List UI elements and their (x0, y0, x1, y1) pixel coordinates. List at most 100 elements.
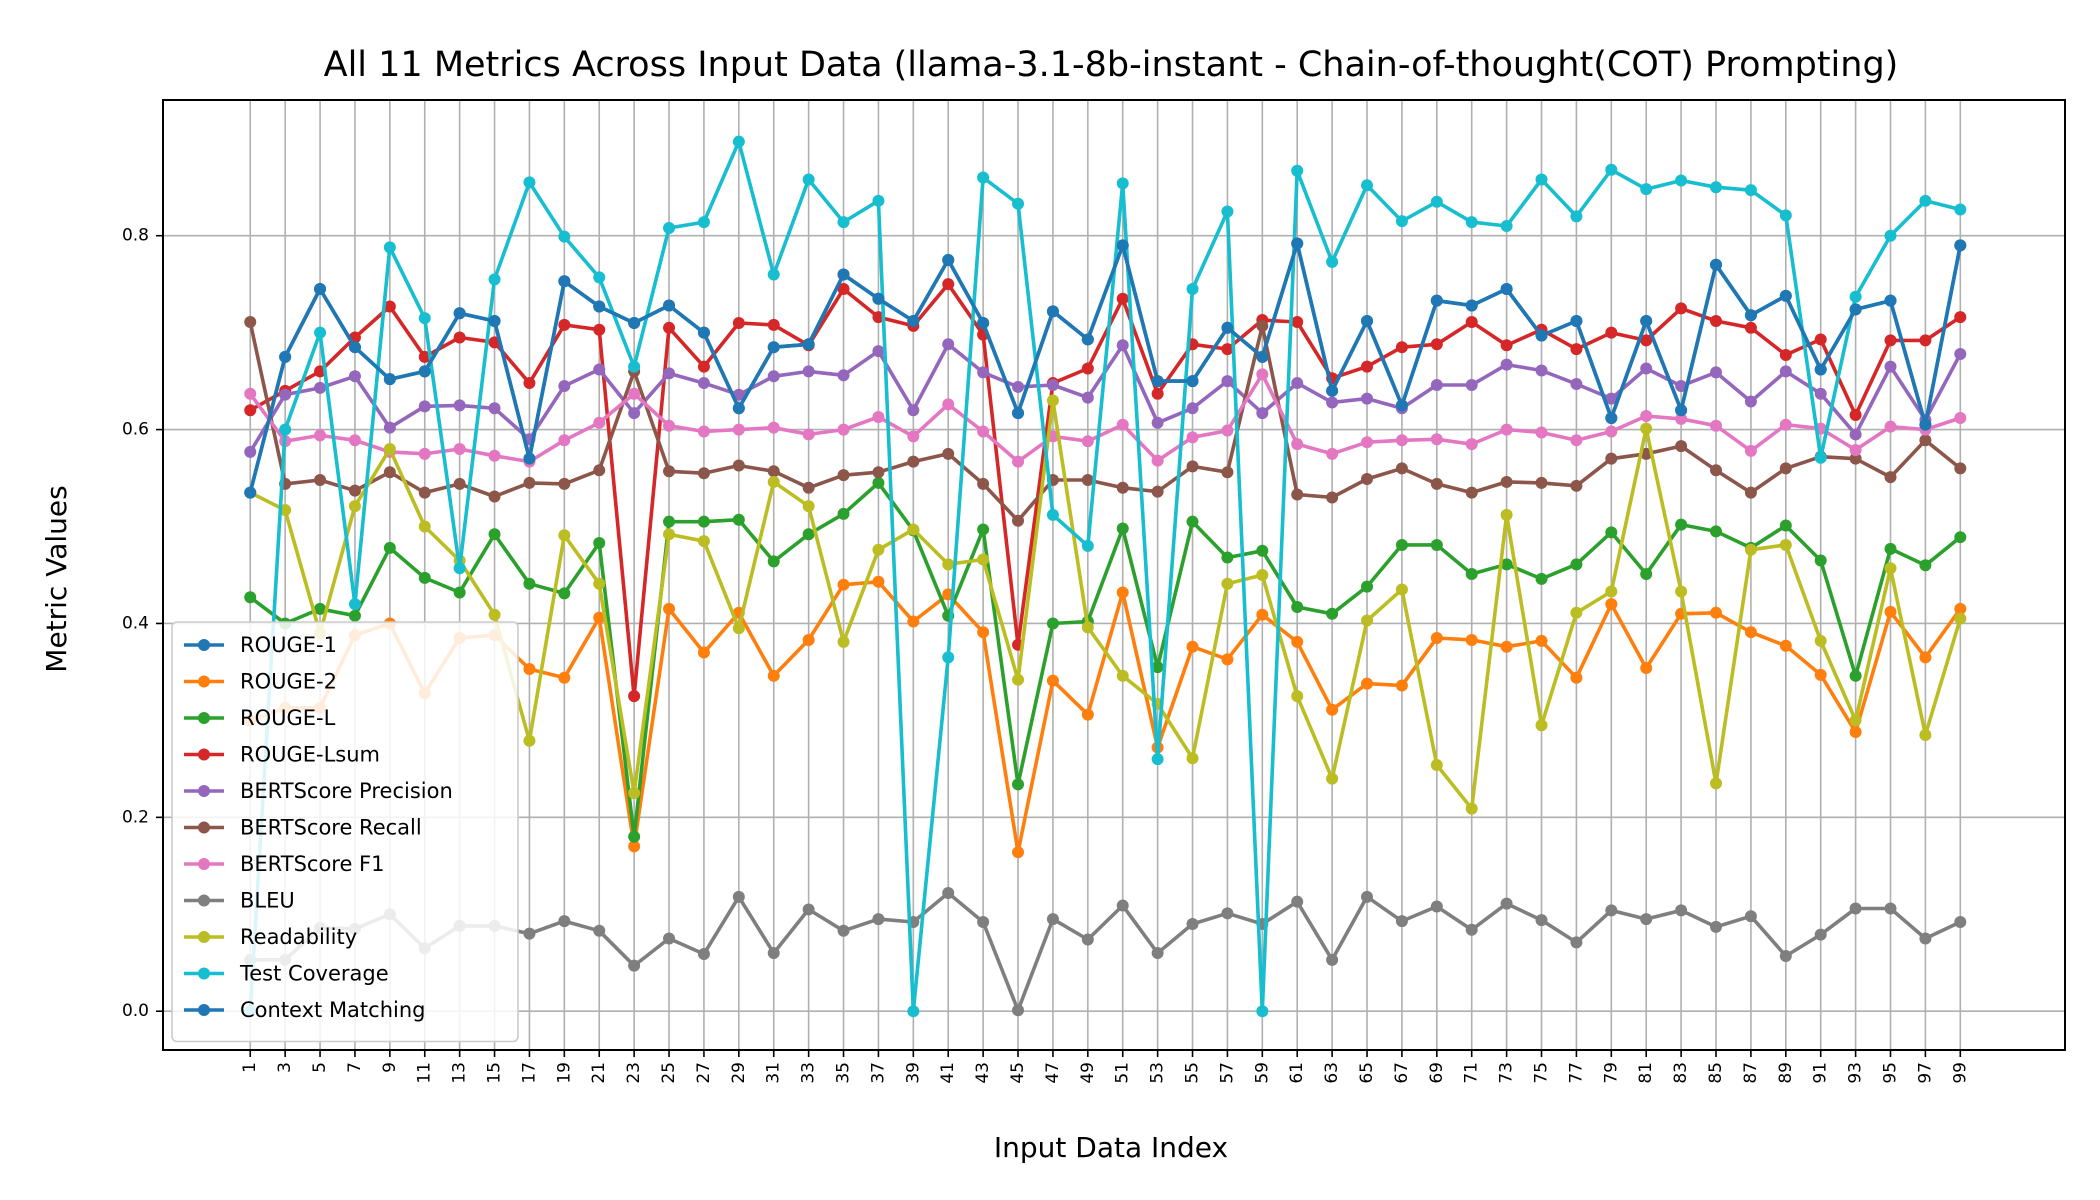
data-point (872, 410, 885, 423)
data-point (1744, 910, 1757, 923)
data-point (732, 513, 745, 526)
data-point (1326, 953, 1339, 966)
x-tick-label: 51 (1113, 1062, 1133, 1084)
data-point (244, 486, 257, 499)
x-tick-label: 99 (1950, 1062, 1970, 1084)
data-point (1186, 460, 1199, 473)
x-tick-label: 33 (799, 1062, 819, 1084)
data-point (1779, 949, 1792, 962)
data-point (1151, 416, 1164, 429)
data-point (1535, 476, 1548, 489)
data-point (1326, 491, 1339, 504)
data-point (1291, 600, 1304, 613)
data-point (767, 370, 780, 383)
data-point (279, 423, 292, 436)
data-point (244, 445, 257, 458)
data-point (1954, 203, 1967, 216)
data-point (732, 622, 745, 635)
data-point (802, 338, 815, 351)
data-point (1710, 258, 1723, 271)
x-tick-label: 11 (415, 1062, 435, 1084)
data-point (1849, 290, 1862, 303)
data-point (767, 341, 780, 354)
data-point (732, 459, 745, 472)
legend-item: BLEU (184, 889, 295, 913)
data-point (1430, 433, 1443, 446)
data-point (1256, 569, 1269, 581)
data-point (1954, 311, 1967, 324)
data-point (348, 500, 361, 513)
data-point (1430, 195, 1443, 208)
x-tick-label: 19 (554, 1062, 574, 1084)
data-point (1500, 220, 1513, 233)
x-tick-label: 83 (1671, 1062, 1691, 1084)
data-point (1640, 315, 1653, 328)
y-tick-label: 0.2 (122, 807, 149, 827)
data-point (1151, 753, 1164, 766)
data-point (488, 402, 501, 415)
data-point (1710, 606, 1723, 619)
data-point (1291, 635, 1304, 648)
x-tick-label: 45 (1008, 1062, 1028, 1084)
data-point (1256, 407, 1269, 420)
data-point (1116, 177, 1129, 190)
data-point (663, 299, 676, 312)
legend-label: BLEU (240, 889, 295, 913)
data-point (1779, 289, 1792, 302)
data-point (942, 338, 955, 351)
data-point (1884, 229, 1897, 242)
data-point (523, 734, 536, 747)
data-point (1465, 438, 1478, 451)
data-point (244, 315, 257, 328)
data-point (279, 350, 292, 363)
data-point (1500, 358, 1513, 371)
data-point (1884, 334, 1897, 347)
data-point (837, 369, 850, 382)
data-point (1151, 485, 1164, 498)
data-point (1919, 932, 1932, 945)
y-axis: 0.0 0.2 0.4 0.6 0.8 (122, 226, 163, 1021)
data-point (1919, 559, 1932, 572)
x-tick-label: 7 (345, 1062, 365, 1073)
y-tick-label: 0.8 (122, 226, 149, 246)
data-point (628, 787, 641, 800)
data-point (767, 555, 780, 568)
data-point (1046, 913, 1059, 926)
x-tick-label: 27 (694, 1062, 714, 1084)
data-point (488, 449, 501, 462)
data-point (907, 615, 920, 628)
data-point (1081, 621, 1094, 634)
data-point (663, 419, 676, 432)
x-tick-label: 17 (519, 1062, 539, 1084)
data-point (1744, 321, 1757, 334)
data-point (1675, 174, 1688, 187)
data-point (1535, 634, 1548, 647)
data-point (628, 316, 641, 329)
data-point (1046, 674, 1059, 687)
data-point (593, 271, 606, 284)
data-point (1116, 418, 1129, 431)
data-point (1884, 902, 1897, 915)
x-axis: 1 3 5 7 9 11 13 15 17 19 21 23 25 27 29 31 33 35 37 39 41 43 4… (240, 1050, 1970, 1084)
data-point (732, 316, 745, 329)
data-point (663, 321, 676, 334)
data-point (1326, 447, 1339, 460)
x-tick-label: 5 (310, 1062, 330, 1073)
data-point (1570, 378, 1583, 391)
data-point (1046, 508, 1059, 521)
data-point (802, 903, 815, 916)
data-point (1640, 568, 1653, 581)
data-point (1849, 452, 1862, 465)
data-point (1012, 846, 1025, 859)
data-point (1884, 420, 1897, 433)
data-point (1570, 606, 1583, 619)
data-point (558, 275, 571, 288)
data-point (1221, 551, 1234, 564)
data-point (1465, 379, 1478, 391)
data-point (1500, 897, 1513, 910)
x-tick-label: 13 (450, 1062, 470, 1084)
data-point (418, 520, 431, 533)
data-point (1221, 577, 1234, 590)
data-point (383, 373, 396, 386)
